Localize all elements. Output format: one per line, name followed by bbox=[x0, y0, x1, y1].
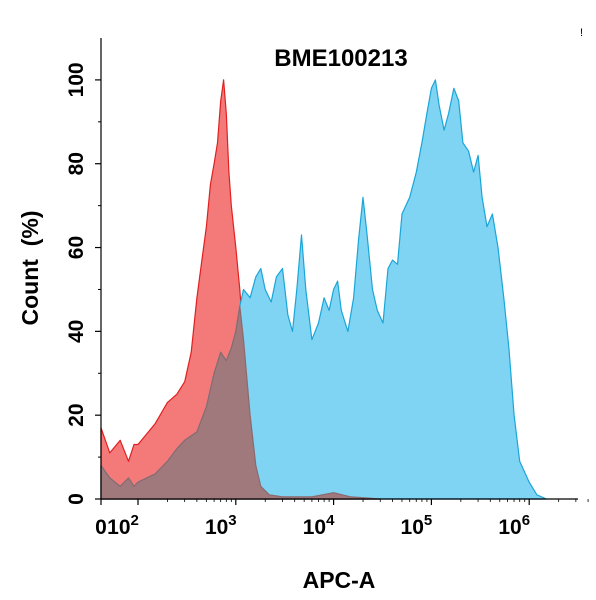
y-tick-label: 80 bbox=[65, 152, 88, 175]
x-tick-label: 103 bbox=[205, 512, 237, 539]
y-tick-label: 0 bbox=[65, 493, 88, 505]
x-tick-label: 104 bbox=[303, 512, 335, 539]
y-axis-ticks: 0 20 40 60 80 100 bbox=[65, 62, 101, 505]
y-axis-title: Count (%) bbox=[17, 211, 43, 326]
y-tick-label: 20 bbox=[65, 404, 88, 427]
y-tick-label: 100 bbox=[65, 62, 88, 97]
series-area-2 bbox=[100, 305, 381, 500]
x-tick-label: 105 bbox=[401, 512, 433, 539]
x-tick-label: 106 bbox=[498, 512, 530, 539]
y-tick-label: 40 bbox=[65, 320, 88, 343]
y-tick-label: 60 bbox=[65, 236, 88, 259]
corner-mark: ! bbox=[580, 27, 583, 39]
x-tick-label: 0 bbox=[95, 516, 107, 539]
x-axis-ticks: 0102103104105106107108 bbox=[95, 499, 589, 539]
x-tick-label: 102 bbox=[107, 512, 139, 539]
x-axis-title: APC-A bbox=[303, 567, 376, 593]
chart-title: BME100213 bbox=[274, 45, 407, 72]
series-layer bbox=[100, 79, 547, 500]
